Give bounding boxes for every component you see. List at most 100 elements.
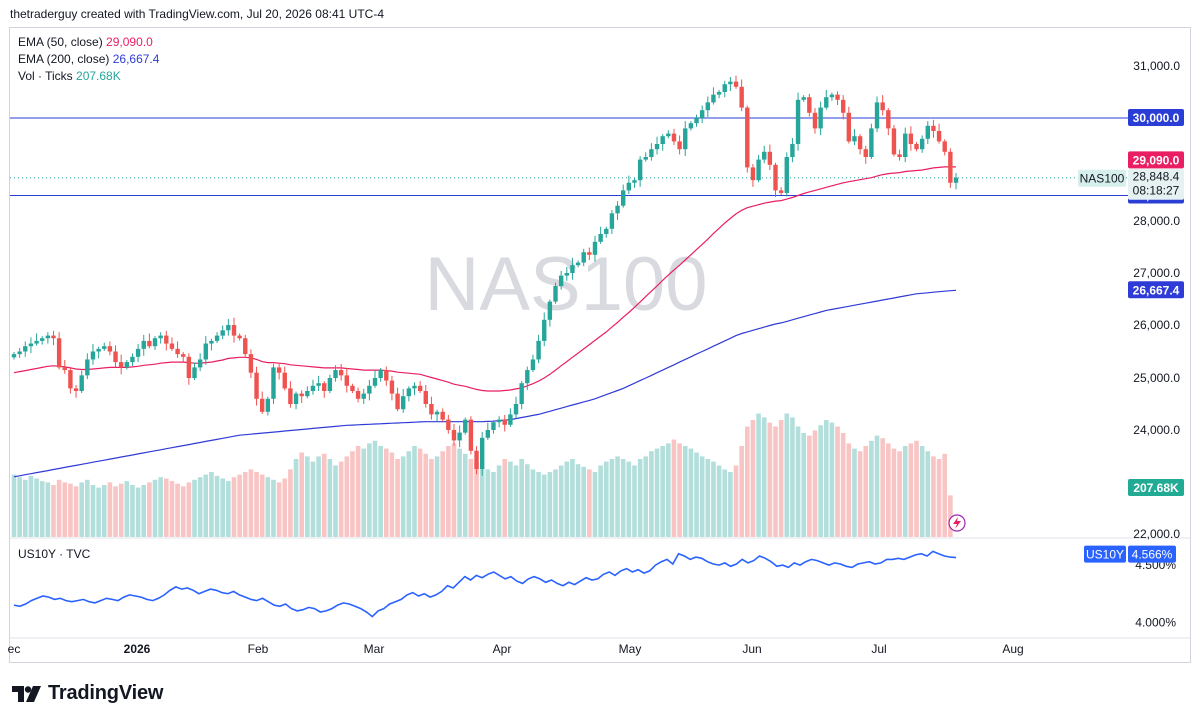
candle-body [152, 338, 158, 347]
last-price-text: 28,848.4 [1133, 170, 1180, 184]
candle-body [310, 385, 316, 391]
candle-body [897, 154, 902, 157]
candle [931, 119, 936, 138]
candle [857, 134, 863, 155]
candle [722, 80, 727, 98]
candle [699, 105, 705, 124]
volume-bar [598, 465, 603, 537]
candle-body [395, 393, 400, 410]
candle [282, 366, 287, 391]
candle-body [592, 241, 598, 255]
candle-body [716, 92, 722, 95]
candle [350, 383, 355, 394]
candle [90, 344, 96, 365]
volume-bar [812, 430, 818, 537]
candle [874, 96, 880, 133]
candle [649, 143, 654, 161]
candle-body [570, 265, 575, 273]
candle [773, 162, 778, 198]
volume-bar [45, 482, 51, 537]
candle [824, 89, 829, 110]
candle [795, 92, 801, 151]
candle [147, 333, 152, 349]
volume-bar [378, 446, 383, 537]
time-tick-label: Aug [1002, 642, 1023, 656]
candle [502, 414, 507, 432]
volume-bar [231, 477, 237, 537]
candle-body [558, 275, 564, 286]
ema200-line [13, 289, 957, 478]
candle-body [412, 385, 417, 389]
volume-bar [801, 433, 807, 537]
candle-body [840, 99, 846, 113]
candle [113, 345, 118, 368]
volume-bar [897, 451, 902, 537]
us10y-value-text: 4.566% [1132, 548, 1173, 562]
volume-bar [389, 452, 395, 537]
volume-bar [361, 448, 367, 537]
tradingview-logo[interactable]: TradingView [12, 682, 163, 705]
candle-body [914, 144, 919, 150]
candle [784, 152, 789, 197]
symbol-watermark: NAS100 [424, 242, 707, 327]
candle-body [372, 378, 378, 386]
candle-body [513, 404, 519, 415]
legend-ema200[interactable]: EMA (200, close) 26,667.4 [18, 51, 159, 68]
candle-body [852, 136, 857, 142]
candle-body [271, 367, 276, 399]
candle [293, 391, 299, 410]
candle-body [525, 370, 530, 384]
candle [51, 330, 56, 346]
volume-bar [118, 483, 124, 537]
candle [271, 363, 276, 404]
candle-body [141, 340, 146, 349]
volume-bar [874, 435, 880, 537]
volume-bar [113, 486, 118, 537]
candle-body [705, 102, 711, 111]
candle-body [807, 97, 812, 113]
volume-bar [28, 475, 34, 537]
candle-body [519, 383, 524, 404]
legend-ema50[interactable]: EMA (50, close) 29,090.0 [18, 34, 153, 51]
candle-body [401, 396, 406, 410]
candle [11, 352, 17, 360]
lower-pane-label[interactable]: US10Y · TVC [18, 547, 91, 561]
volume-bar [547, 472, 553, 537]
us10y-tick: 4.000% [1135, 615, 1176, 629]
candle [558, 270, 564, 290]
volume-bar [248, 469, 254, 537]
volume-bar [694, 452, 699, 537]
candle [564, 267, 569, 281]
volume-bar [209, 472, 214, 537]
volume-bar [423, 453, 429, 537]
volume-bar [152, 479, 158, 537]
candle [570, 257, 575, 280]
volume-bar [197, 477, 203, 537]
volume-bar [39, 481, 45, 537]
legend-volume[interactable]: Vol · Ticks 207.68K [18, 68, 121, 85]
volume-bar [615, 456, 620, 537]
candle [637, 156, 643, 187]
volume-bar [321, 453, 327, 537]
candle-body [147, 340, 152, 347]
volume-bar [840, 433, 846, 537]
candle-body [745, 107, 750, 168]
candle [508, 408, 513, 427]
volume-bar [852, 448, 857, 537]
candle [632, 178, 637, 188]
candle [34, 333, 39, 346]
volume-bar [22, 479, 28, 537]
volume-bar [271, 479, 276, 537]
candle-body [434, 411, 440, 415]
volume-bar [62, 482, 68, 537]
candle [547, 299, 553, 327]
candle-body [654, 144, 660, 150]
candle-body [446, 419, 451, 430]
volume-bar [180, 486, 186, 537]
candle [406, 386, 412, 402]
candle-body [722, 84, 727, 92]
symbol-tag-box [1078, 169, 1126, 187]
candle [361, 388, 366, 404]
candle [85, 353, 90, 380]
